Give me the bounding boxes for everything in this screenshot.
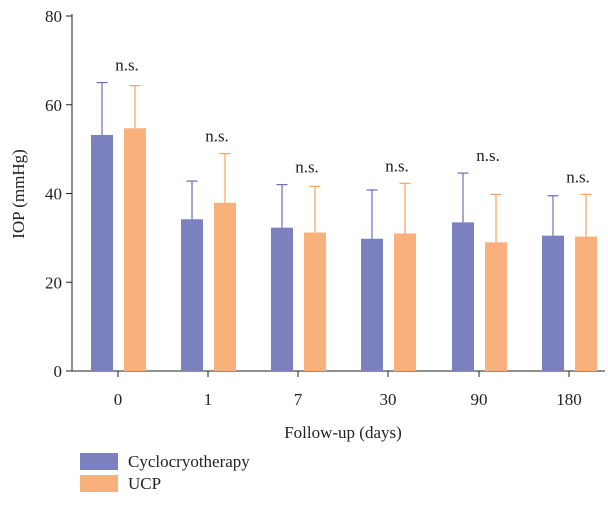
x-tick-label: 180	[556, 390, 582, 409]
bar-ucp-90	[485, 242, 507, 371]
bar-ucp-30	[394, 233, 416, 371]
significance-label: n.s.	[295, 158, 319, 177]
bar-ucp-1	[214, 202, 236, 371]
y-tick-label: 20	[45, 273, 62, 292]
axes: 0 20 40 60 80 0 1 7 30 90 180	[45, 7, 605, 409]
bar-cyclocryotherapy-7	[271, 227, 293, 371]
significance-label: n.s.	[566, 167, 590, 186]
y-tick-label: 0	[54, 362, 63, 381]
y-tick-label: 40	[45, 185, 62, 204]
legend-label: Cyclocryotherapy	[128, 452, 250, 471]
significance-label: n.s.	[115, 56, 139, 75]
x-tick-label: 90	[471, 390, 488, 409]
bar-ucp-7	[304, 232, 326, 371]
x-axis-label: Follow-up (days)	[284, 423, 402, 442]
significance-label: n.s.	[385, 156, 409, 175]
bar-ucp-0	[124, 128, 146, 371]
y-axis-label: IOP (mmHg)	[9, 149, 28, 239]
legend-label: UCP	[128, 474, 161, 493]
significance-label: n.s.	[205, 127, 229, 146]
y-tick-label: 80	[45, 7, 62, 26]
significance-label: n.s.	[476, 146, 500, 165]
legend-swatch	[80, 453, 118, 470]
bar-cyclocryotherapy-90	[452, 222, 474, 371]
bar-cyclocryotherapy-180	[542, 235, 564, 371]
x-tick-label: 0	[114, 390, 123, 409]
bar-cyclocryotherapy-1	[181, 219, 203, 371]
bar-ucp-180	[575, 236, 597, 371]
legend: Cyclocryotherapy UCP	[80, 452, 250, 493]
y-tick-label: 60	[45, 96, 62, 115]
bars-layer	[91, 81, 597, 371]
x-tick-label: 30	[380, 390, 397, 409]
annotations-layer: n.s. n.s. n.s. n.s. n.s. n.s.	[115, 56, 590, 187]
bar-cyclocryotherapy-0	[91, 134, 113, 371]
x-tick-label: 1	[204, 390, 213, 409]
x-tick-label: 7	[294, 390, 303, 409]
bar-cyclocryotherapy-30	[361, 238, 383, 371]
legend-swatch	[80, 475, 118, 492]
